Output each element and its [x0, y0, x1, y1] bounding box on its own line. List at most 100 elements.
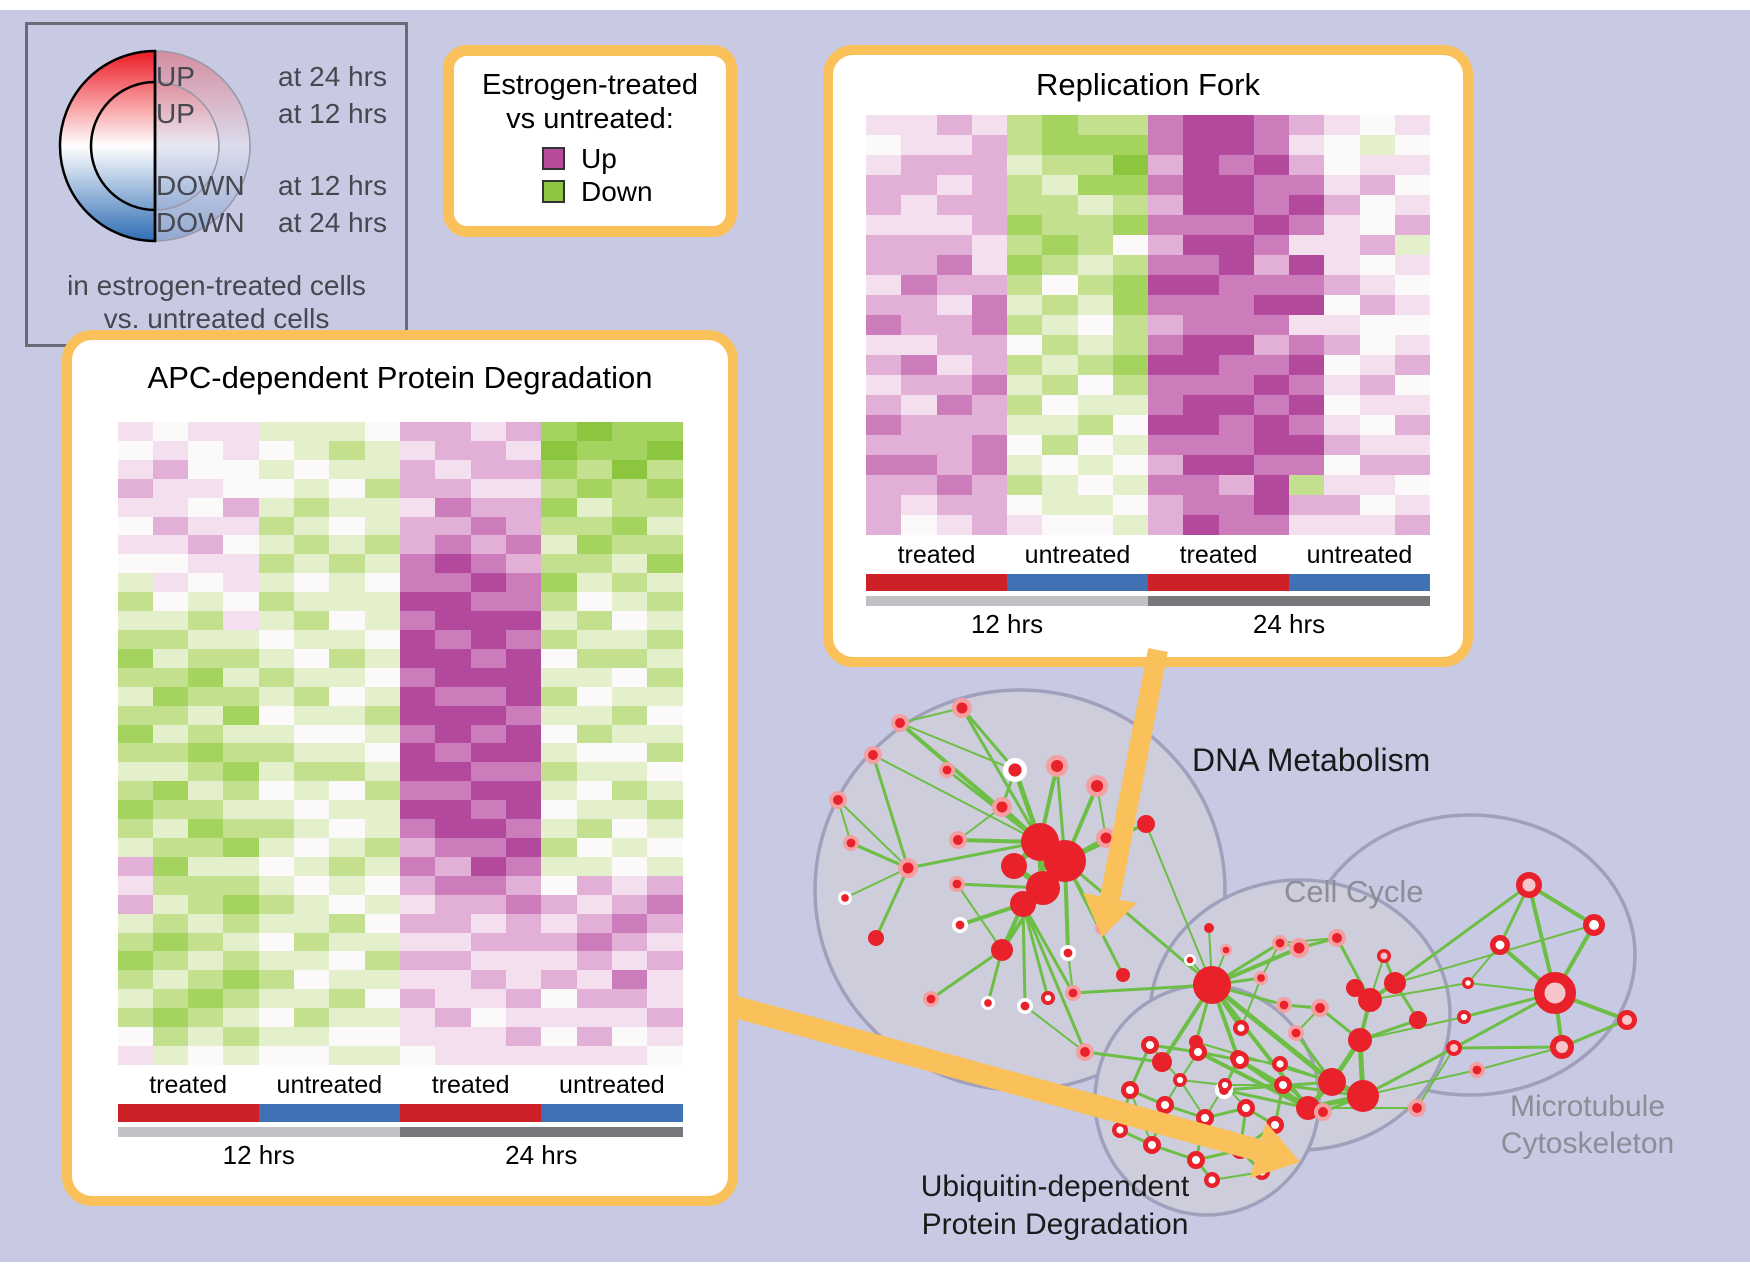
- heatmap-cell: [223, 667, 259, 687]
- heatmap-cell: [470, 913, 506, 933]
- heatmap-cell: [470, 856, 506, 876]
- heatmap-cell: [1324, 475, 1360, 495]
- heatmap-cell: [647, 837, 683, 857]
- heatmap-cell: [1077, 335, 1113, 355]
- heatmap-cell: [258, 1027, 295, 1047]
- heatmap-cell: [152, 1008, 189, 1028]
- heatmap-cell: [611, 913, 648, 933]
- heatmap-cell: [936, 235, 972, 255]
- heatmap-cell: [611, 629, 648, 649]
- heatmap-cell: [971, 515, 1007, 535]
- heatmap-cell: [400, 743, 436, 763]
- heatmap-cell: [505, 554, 542, 574]
- heatmap-cell: [117, 1046, 153, 1065]
- heatmap-cell: [223, 592, 259, 612]
- heatmap-cell: [611, 1008, 648, 1028]
- heatmap-cell: [866, 235, 902, 255]
- heatmap-cell: [1253, 455, 1289, 475]
- heatmap-cell: [866, 195, 902, 215]
- heatmap-cell: [400, 800, 436, 820]
- heatmap-cell: [364, 686, 400, 706]
- heatmap-cell: [364, 573, 400, 593]
- heatmap-cell: [223, 989, 259, 1009]
- heatmap-cell: [294, 989, 330, 1009]
- heatmap-cell: [971, 395, 1007, 415]
- heatmap-cell: [435, 1008, 471, 1028]
- heatmap-cell: [505, 592, 542, 612]
- heatmap-cell: [1289, 135, 1325, 155]
- legend-direction: UP: [156, 98, 195, 129]
- heatmap-cell: [294, 648, 330, 668]
- heatmap-cell: [611, 592, 648, 612]
- heatmap-cell: [647, 478, 683, 498]
- group-label-treated-12: treated: [149, 1071, 228, 1099]
- heatmap-cell: [435, 535, 471, 555]
- heatmap-cell: [223, 970, 259, 990]
- heatmap-cell: [1253, 155, 1289, 175]
- heatmap-cell: [936, 475, 972, 495]
- heatmap-cell: [435, 629, 471, 649]
- ubiquitin-label-line1: Ubiquitin-dependent: [920, 1170, 1190, 1203]
- heatmap-cell: [152, 592, 189, 612]
- heatmap-cell: [188, 875, 224, 895]
- heatmap-cell: [1077, 515, 1113, 535]
- heatmap-cell: [611, 743, 648, 763]
- heatmap-cell: [971, 355, 1007, 375]
- heatmap-cell: [1324, 355, 1360, 375]
- heatmap-cell: [1289, 375, 1325, 395]
- heatmap-cell: [329, 554, 365, 574]
- heatmap-cell: [117, 478, 153, 498]
- heatmap-cell: [611, 875, 648, 895]
- heatmap-cell: [647, 516, 683, 536]
- heatmap-cell: [188, 913, 224, 933]
- heatmap-cell: [901, 255, 937, 275]
- heatmap-cell: [400, 648, 436, 668]
- heatmap-cell: [866, 515, 902, 535]
- heatmap-cell: [1183, 175, 1219, 195]
- heatmap-cell: [1253, 515, 1289, 535]
- heatmap-cell: [611, 724, 648, 744]
- heatmap-cell: [576, 819, 612, 838]
- heatmap-cell: [1324, 415, 1360, 435]
- heatmap-cell: [258, 629, 295, 649]
- heatmap-cell: [258, 1008, 295, 1028]
- heatmap-cell: [1289, 315, 1325, 335]
- heatmap-cell: [1218, 435, 1254, 455]
- heatmap-cell: [541, 611, 577, 630]
- heatmap-cell: [647, 875, 683, 895]
- heatmap-cell: [505, 970, 542, 990]
- heatmap-cell: [294, 592, 330, 612]
- heatmap-cell: [258, 1046, 295, 1065]
- heatmap-cell: [258, 762, 295, 782]
- heatmap-cell: [400, 856, 436, 876]
- heatmap-cell: [294, 951, 330, 971]
- heatmap-cell: [364, 894, 400, 914]
- heatmap-cell: [152, 629, 189, 649]
- heatmap-cell: [866, 435, 902, 455]
- heatmap-cell: [294, 913, 330, 933]
- heatmap-cell: [1359, 335, 1395, 355]
- heatmap-cell: [223, 856, 259, 876]
- heatmap-cell: [188, 894, 224, 914]
- heatmap-cell: [1007, 215, 1043, 235]
- heatmap-cell: [364, 422, 400, 441]
- heatmap-cell: [541, 856, 577, 876]
- heatmap-cell: [294, 440, 330, 460]
- heatmap-cell: [1007, 315, 1043, 335]
- heatmap-cell: [1183, 475, 1219, 495]
- heatmap-cell: [971, 435, 1007, 455]
- heatmap-cell: [541, 1027, 577, 1047]
- heatmap-cell: [152, 573, 189, 593]
- heatmap-cell: [901, 115, 937, 135]
- replication-time-bar: [866, 596, 1430, 606]
- heatmap-cell: [223, 686, 259, 706]
- heatmap-cell: [294, 932, 330, 952]
- heatmap-cell: [866, 455, 902, 475]
- heatmap-cell: [188, 951, 224, 971]
- heatmap-cell: [1324, 295, 1360, 315]
- heatmap-cell: [188, 573, 224, 593]
- heatmap-cell: [611, 497, 648, 517]
- heatmap-cell: [1394, 475, 1430, 495]
- heatmap-cell: [541, 1046, 577, 1065]
- heatmap-cell: [1077, 415, 1113, 435]
